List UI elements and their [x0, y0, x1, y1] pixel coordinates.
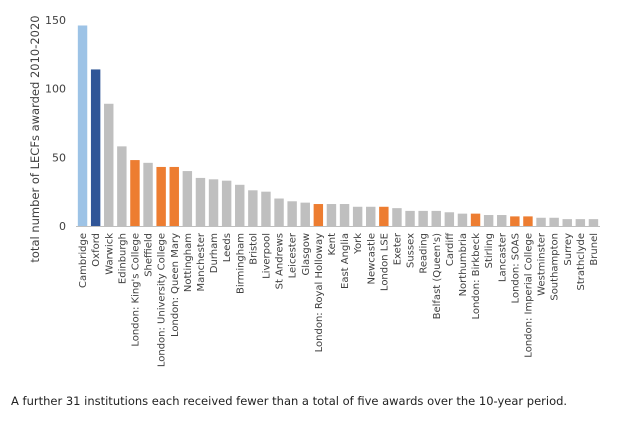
bar	[313, 204, 324, 226]
bar	[300, 202, 310, 226]
x-tick-label: Reading	[419, 233, 430, 274]
x-tick-label: Durham	[209, 233, 220, 273]
bar	[339, 204, 350, 226]
x-tick-label: London: Royal Holloway	[314, 233, 325, 352]
x-tick-label: York	[353, 233, 364, 255]
x-tick-label: Leeds	[222, 233, 233, 262]
bar	[77, 25, 88, 226]
x-tick-label: London: Queen Mary	[170, 233, 181, 337]
x-tick-label: Liverpool	[261, 233, 272, 279]
x-tick-label: London: Imperial College	[523, 233, 534, 358]
x-tick-label: Cambridge	[78, 233, 89, 288]
bar	[156, 166, 166, 226]
bar	[143, 162, 153, 226]
x-tick-label: Northumbria	[458, 233, 469, 296]
x-tick-label: Bristol	[248, 233, 259, 265]
bar	[208, 179, 219, 226]
bar	[431, 210, 441, 226]
bar	[523, 216, 533, 226]
bar	[366, 206, 376, 226]
bar	[274, 198, 284, 226]
bar	[261, 191, 271, 226]
x-tick-label: Southampton	[550, 233, 561, 301]
bar	[497, 215, 507, 226]
bar	[470, 213, 481, 226]
bar	[130, 160, 140, 226]
x-tick-label: Sussex	[406, 233, 417, 268]
x-tick-label: Belfast (Queen's)	[432, 233, 443, 319]
bar	[235, 184, 245, 226]
x-tick-label: London: University College	[157, 233, 168, 367]
y-tick-label: 150	[45, 14, 66, 27]
x-tick-label: Glasgow	[301, 233, 312, 276]
y-tick-label: 0	[59, 220, 66, 233]
bar	[549, 217, 559, 226]
bar	[169, 166, 179, 226]
x-tick-label: Stirling	[484, 233, 495, 268]
bar	[457, 213, 468, 226]
x-tick-label: Kent	[327, 233, 338, 256]
x-tick-label: Oxford	[91, 233, 102, 267]
bar	[392, 208, 402, 226]
y-tick-label: 100	[45, 83, 66, 96]
x-tick-label: Westminster	[537, 232, 548, 296]
bar	[444, 212, 455, 226]
bar	[483, 215, 494, 226]
bar	[287, 201, 297, 226]
x-tick-label: Edinburgh	[117, 233, 128, 284]
bar	[562, 219, 572, 226]
bar	[195, 177, 206, 226]
bar	[575, 219, 586, 226]
bar	[248, 190, 258, 226]
bar	[326, 204, 337, 226]
y-axis-ticks: 0 50 100 150	[45, 14, 66, 233]
bar	[536, 217, 546, 226]
x-tick-label: Newcastle	[366, 233, 377, 285]
x-tick-label: Nottingham	[183, 233, 194, 292]
x-tick-label: Warwick	[104, 233, 115, 275]
bar	[588, 219, 599, 226]
bar	[405, 210, 415, 226]
bar	[510, 216, 520, 226]
x-tick-label: Strathclyde	[576, 233, 587, 290]
x-tick-label: London: Birkbeck	[471, 233, 482, 320]
x-tick-label: London: King's College	[130, 233, 141, 347]
y-tick-label: 50	[52, 151, 66, 164]
x-axis-tick-labels: Cambridge Oxford Warwick Edinburgh London: K…	[78, 232, 600, 367]
x-tick-label: St Andrews	[275, 233, 286, 289]
x-tick-label: Leicester	[288, 232, 299, 278]
x-tick-label: Birmingham	[235, 233, 246, 294]
bar-chart: total number of LECFs awarded 2010-2020 …	[28, 14, 600, 367]
x-tick-label: London: SOAS	[510, 233, 521, 303]
bar	[117, 146, 127, 226]
bar	[379, 206, 389, 226]
bar	[352, 206, 363, 226]
x-tick-label: Manchester	[196, 232, 207, 291]
bar	[104, 103, 114, 226]
bar	[221, 180, 232, 226]
x-tick-label: East Anglia	[340, 233, 351, 289]
bar	[418, 210, 428, 226]
x-tick-label: Cardiff	[445, 232, 456, 266]
bar	[90, 69, 101, 226]
bars	[77, 25, 599, 226]
x-tick-label: Surrey	[563, 233, 574, 266]
x-tick-label: Exeter	[392, 232, 403, 265]
y-axis-label: total number of LECFs awarded 2010-2020	[28, 15, 42, 262]
x-tick-label: Lancaster	[497, 232, 508, 282]
x-tick-label: London LSE	[379, 233, 390, 291]
chart-caption: A further 31 institutions each received …	[11, 394, 568, 408]
bar	[182, 171, 193, 226]
x-tick-label: Sheffield	[144, 233, 155, 277]
x-tick-label: Brunel	[589, 233, 600, 266]
